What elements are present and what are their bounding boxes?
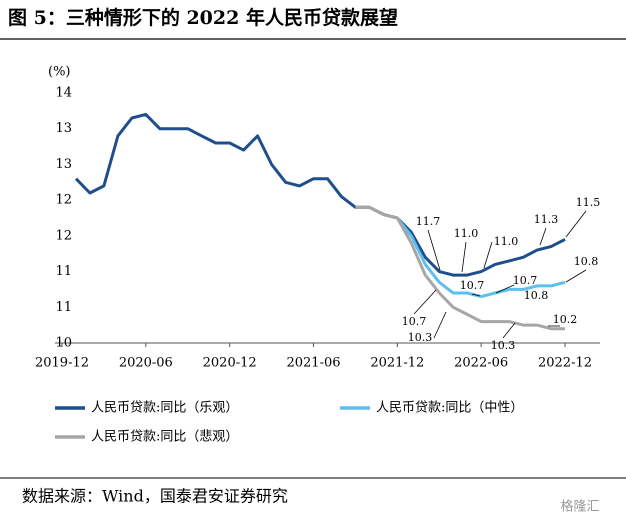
annotation: 11.5	[576, 196, 601, 209]
annotation-leader	[433, 311, 447, 339]
legend-label: 人民币贷款:同比（乐观）	[91, 401, 238, 416]
x-tick-label: 2022-12	[538, 356, 592, 371]
annotation: 10.8	[524, 289, 549, 302]
annotation-leader	[502, 322, 516, 339]
x-tick-label: 2022-06	[454, 356, 508, 371]
series-line	[396, 217, 566, 299]
annotation: 11.7	[416, 215, 441, 228]
x-tick-label: 2021-12	[370, 356, 424, 371]
annotation: 10.8	[574, 255, 599, 268]
annotation: 11.0	[454, 227, 479, 240]
y-tick-label: 12	[55, 193, 72, 208]
annotation-leader	[461, 241, 467, 273]
annotation: 10.2	[553, 313, 578, 326]
source: 数据来源：Wind，国泰君安证券研究	[22, 487, 288, 506]
annotation: 10.7	[460, 279, 485, 292]
y-tick-label: 11	[55, 300, 72, 315]
series-line	[74, 112, 566, 277]
y-tick-label: 11	[55, 264, 72, 279]
series-line	[355, 205, 565, 331]
annotation: 10.7	[513, 274, 538, 287]
annotation-leader	[427, 229, 441, 271]
y-tick-label: 12	[55, 228, 72, 243]
legend-label: 人民币贷款:同比（悲观）	[91, 429, 238, 445]
annotation-leader	[565, 210, 587, 238]
y-unit: (%)	[48, 65, 71, 80]
annotation-leader	[565, 269, 587, 283]
y-tick-label: 13	[55, 157, 72, 172]
annotation-leader	[413, 289, 437, 315]
annotation: 10.7	[402, 315, 427, 328]
x-tick-label: 2021-06	[286, 356, 340, 371]
y-tick-label: 14	[55, 86, 72, 101]
x-tick-label: 2020-12	[203, 356, 257, 371]
annotation-leader	[495, 284, 515, 294]
annotation-leader	[483, 241, 493, 269]
annotation-leader	[471, 293, 481, 297]
annotation: 10.3	[491, 339, 516, 352]
y-tick-label: 10	[55, 336, 72, 351]
annotation: 11.0	[494, 235, 519, 248]
annotation: 10.3	[408, 331, 433, 344]
chart-title: 图 5：三种情形下的 2022 年人民币贷款展望	[8, 6, 398, 29]
x-tick-label: 2019-12	[35, 356, 89, 371]
x-tick-label: 2020-06	[119, 356, 173, 371]
annotation: 11.3	[534, 213, 559, 226]
y-tick-label: 13	[55, 121, 72, 136]
annotation-leader	[539, 227, 547, 246]
watermark: 格隆汇	[560, 499, 599, 515]
legend-label: 人民币贷款:同比（中性）	[376, 401, 523, 416]
